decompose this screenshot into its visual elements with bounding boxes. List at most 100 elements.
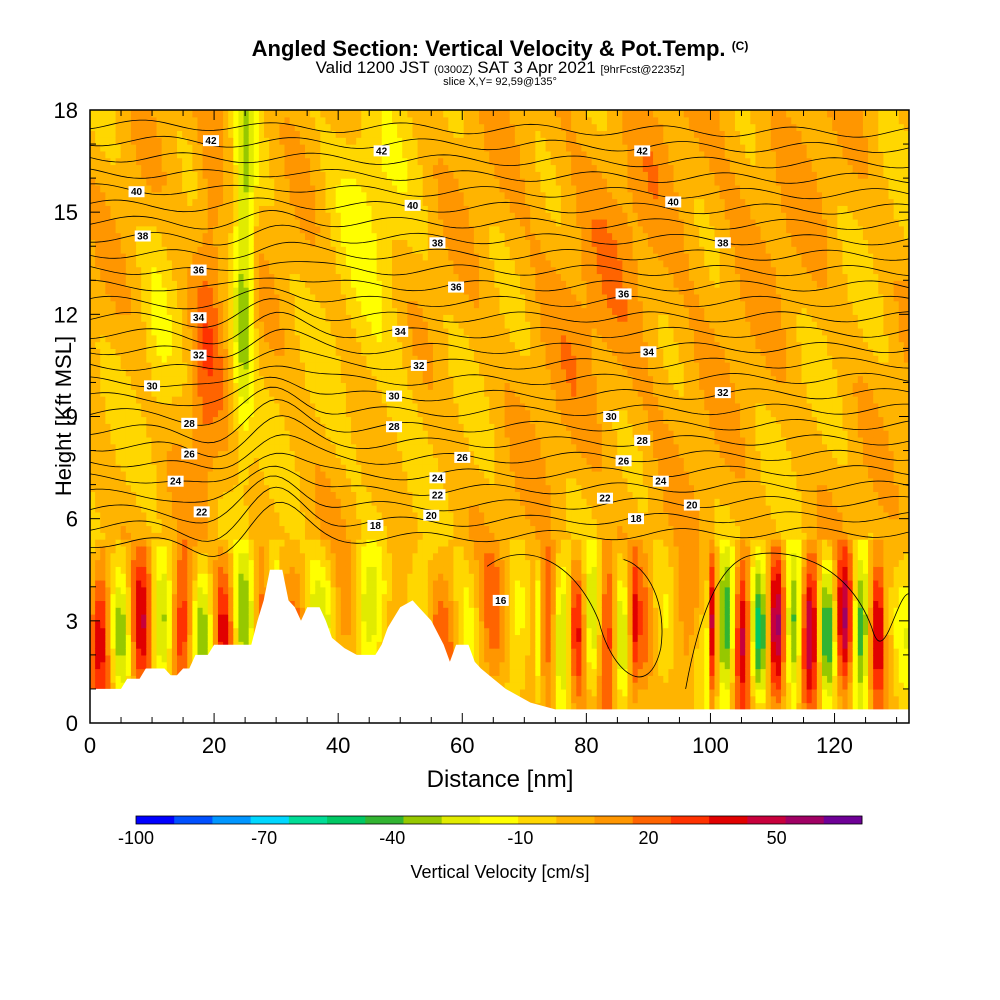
x-tick-label-100: 100 [692, 733, 729, 758]
forecast-info: [9hrFcst@2235z] [600, 64, 685, 76]
contour-label-bg-18-1 [628, 513, 644, 525]
contour-label-38-0: 38 [137, 232, 149, 243]
contour-label-bg-42-0 [202, 135, 219, 147]
colorbar-tick-label-0: -100 [118, 828, 154, 848]
isentrope-22 [90, 434, 909, 470]
contour-label-26-1: 26 [457, 453, 469, 464]
x-tick-label-60: 60 [450, 733, 474, 758]
isentrope-37 [90, 210, 909, 230]
colorbar-label: Vertical Velocity [cm/s] [410, 862, 590, 882]
contour-label-bg-16-0 [492, 594, 509, 606]
contour-label-bg-36-1 [448, 281, 465, 293]
colorbar-swatch-3 [250, 816, 290, 824]
y-tick-label-0: 0 [66, 711, 78, 736]
contour-label-40-2: 40 [668, 197, 680, 208]
isentrope-20 [90, 465, 909, 503]
x-tick-label-40: 40 [326, 733, 350, 758]
x-tick-label-20: 20 [202, 733, 226, 758]
contour-label-bg-38-1 [429, 237, 446, 249]
colorbar-swatch-9 [479, 816, 519, 824]
y-tick-label-18: 18 [54, 98, 78, 123]
isentrope-26 [90, 376, 909, 407]
isentrope-40 [90, 168, 909, 184]
colorbar-swatch-18 [823, 816, 863, 824]
colorbar-tick-label-1: -70 [251, 828, 277, 848]
contour-label-18-1: 18 [630, 514, 642, 525]
colorbar-frame [135, 815, 863, 825]
contour-label-bg-30-0 [144, 380, 161, 392]
contour-label-30-2: 30 [606, 412, 618, 423]
colorbar-swatch-17 [785, 816, 825, 824]
contour-label-22-0: 22 [196, 507, 208, 518]
isentrope-43 [90, 119, 909, 138]
contour-label-bg-24-0 [167, 475, 184, 487]
contour-label-bg-26-0 [181, 448, 198, 460]
contour-label-bg-28-2 [634, 434, 651, 446]
contour-label-bg-26-2 [615, 455, 632, 467]
contour-label-bg-34-0 [190, 312, 207, 324]
isentrope-33 [90, 277, 909, 292]
contour-label-32-1: 32 [413, 361, 425, 372]
contour-label-38-2: 38 [717, 238, 729, 249]
colorbar-swatch-7 [403, 816, 443, 824]
isentrope-25 [90, 386, 909, 426]
contour-label-36-1: 36 [451, 283, 463, 294]
y-tick-label-3: 3 [66, 609, 78, 634]
x-tick-label-0: 0 [84, 733, 96, 758]
contour-label-20-1: 20 [686, 501, 698, 512]
valid-utc: (0300Z) [434, 64, 473, 76]
contour-label-bg-20-1 [683, 499, 700, 511]
contour-label-bg-40-2 [665, 196, 682, 208]
valid-date: SAT 3 Apr 2021 [477, 58, 596, 77]
colorbar-swatch-6 [365, 816, 404, 824]
isentrope-19 [90, 475, 909, 524]
isentrope-41 [90, 152, 909, 169]
y-tick-label-15: 15 [54, 200, 78, 225]
isentrope-21 [90, 452, 909, 484]
y-tick-label-12: 12 [54, 302, 78, 327]
contour-label-34-2: 34 [643, 347, 655, 358]
contour-label-30-1: 30 [388, 392, 400, 403]
slice-info: slice X,Y= 92,59@135° [443, 76, 557, 88]
contour-label-38-1: 38 [432, 238, 444, 249]
contour-label-20-0: 20 [426, 511, 438, 522]
colorbar-swatch-5 [327, 816, 366, 824]
contour-label-22-2: 22 [599, 494, 611, 505]
y-tick-label-6: 6 [66, 507, 78, 532]
colorbar-tick-label-5: 50 [767, 828, 787, 848]
colorbar-swatch-1 [174, 816, 213, 824]
contour-label-bg-40-1 [404, 199, 421, 211]
isentrope-28 [90, 348, 909, 372]
contour-label-24-1: 24 [432, 473, 444, 484]
contour-label-bg-40-0 [128, 186, 145, 198]
chart-title-text: Angled Section: Vertical Velocity & Pot.… [251, 36, 726, 61]
chart-title-unit: (C) [731, 39, 749, 53]
contour-label-34-0: 34 [193, 313, 205, 324]
contour-label-28-2: 28 [637, 436, 649, 447]
colorbar-swatch-15 [709, 816, 748, 824]
contour-label-16-0: 16 [495, 596, 507, 607]
contour-label-30-0: 30 [146, 381, 158, 392]
isentrope-35 [90, 241, 909, 261]
contour-label-42-0: 42 [205, 136, 217, 147]
contour-label-bg-32-0 [190, 349, 207, 361]
contour-label-32-2: 32 [717, 388, 729, 399]
contour-label-18-0: 18 [370, 521, 382, 532]
colorbar-swatch-10 [518, 816, 557, 824]
isentropes [90, 119, 909, 690]
contour-label-bg-22-2 [596, 492, 613, 504]
contour-label-bg-34-2 [640, 346, 657, 358]
contour-label-bg-22-0 [193, 506, 210, 518]
chart-title: Angled Section: Vertical Velocity & Pot.… [0, 36, 1000, 62]
contour-label-24-2: 24 [655, 477, 667, 488]
x-tick-label-80: 80 [574, 733, 598, 758]
colorbar-swatch-8 [441, 816, 481, 824]
terrain-mask [90, 569, 909, 723]
contour-label-bg-38-2 [714, 237, 731, 249]
y-tick-label-9: 9 [66, 405, 78, 430]
contour-label-42-1: 42 [376, 146, 388, 157]
velocity-field [90, 110, 909, 723]
contour-label-bg-30-1 [386, 390, 403, 402]
contour-label-24-0: 24 [170, 477, 182, 488]
contour-label-bg-32-1 [410, 359, 427, 371]
